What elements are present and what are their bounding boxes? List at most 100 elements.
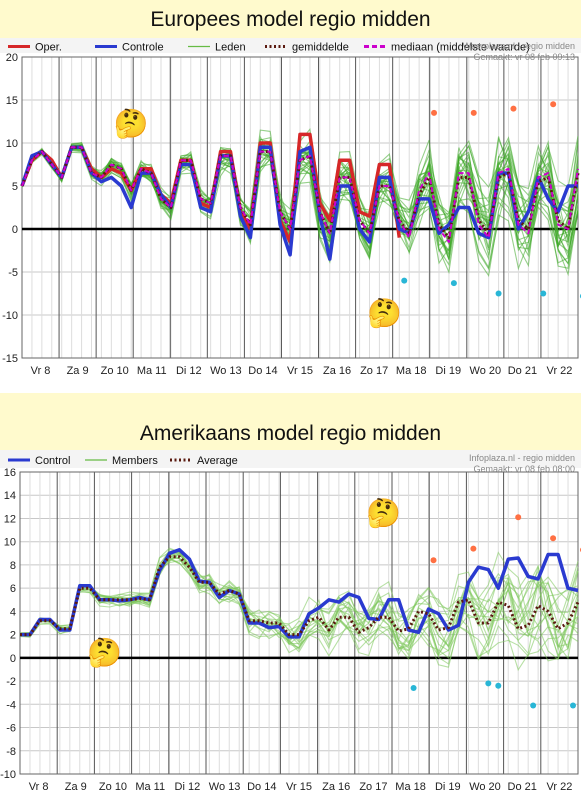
extreme-point (470, 109, 477, 116)
y-tick-label: -4 (6, 699, 16, 711)
x-tick-label: Di 12 (175, 781, 201, 793)
plot-frame (21, 56, 579, 359)
europe-chart: 20 15 10 5 0 -5 -10 -15 Vr 8 Za 9 Zo 10 Ma 11 Di 12 W… (0, 38, 581, 393)
member-line (19, 555, 579, 651)
y-tick-label: -8 (6, 746, 16, 758)
extreme-point (401, 277, 408, 284)
y-tick-label: -15 (2, 353, 18, 365)
extreme-point (510, 105, 517, 112)
extreme-point (570, 702, 577, 709)
series-line-average (20, 555, 580, 637)
extreme-point (430, 557, 437, 564)
x-tick-label: Vr 15 (286, 781, 312, 793)
legend-label: Leden (215, 42, 246, 54)
x-tick-label: Ma 18 (396, 365, 427, 377)
x-tick-label: Do 21 (508, 365, 537, 377)
extreme-point (540, 290, 547, 297)
x-tick-label: Vr 8 (29, 781, 49, 793)
x-tick-label: Vr 8 (31, 365, 51, 377)
x-tick-label: Do 14 (247, 781, 276, 793)
thinking-face-icon: 🤔 (367, 297, 402, 329)
y-tick-label: -5 (8, 267, 18, 279)
legend-label: gemiddelde (292, 42, 349, 54)
legend-label: Average (197, 455, 238, 467)
series-line-controle (20, 145, 578, 261)
chart-title-america: Amerikaans model regio midden (139, 422, 442, 445)
extreme-point (550, 101, 557, 108)
extreme-point (495, 290, 502, 297)
x-tick-label: Ma 11 (137, 365, 167, 377)
source-label: Infoplaza.nl - regio midden (469, 453, 575, 463)
extreme-point (410, 685, 417, 692)
y-tick-label: 14 (4, 490, 16, 502)
extreme-point (530, 702, 537, 709)
member-line (19, 551, 579, 672)
thinking-face-icon: 🤔 (87, 637, 122, 669)
made-label: Gemaakt: vr 08 feb 09:13 (473, 52, 575, 62)
member-line (19, 557, 579, 661)
made-label: Gemaakt: vr 08 feb 08:00 (473, 464, 575, 474)
legend-label: Control (35, 455, 70, 467)
source-label: Weerplaza.nl - regio midden (463, 41, 575, 51)
legend-bar (0, 38, 581, 53)
x-tick-label: Vr 22 (547, 365, 573, 377)
x-tick-label: Za 9 (65, 781, 87, 793)
legend-label: Controle (122, 42, 164, 54)
y-tick-label: 10 (4, 537, 16, 549)
legend-bar (0, 450, 581, 468)
y-tick-label: -10 (0, 769, 16, 781)
legend-label: Members (112, 455, 158, 467)
x-tick-label: Wo 20 (470, 365, 502, 377)
y-tick-label: 16 (4, 467, 16, 479)
x-tick-label: Ma 18 (395, 781, 426, 793)
x-tick-label: Zo 17 (360, 365, 388, 377)
y-tick-label: -2 (6, 676, 16, 688)
extreme-point (450, 280, 457, 287)
y-tick-label: 12 (4, 513, 16, 525)
member-line (19, 558, 579, 660)
x-tick-label: Di 19 (435, 781, 461, 793)
y-tick-label: 4 (10, 606, 16, 618)
x-tick-label: Vr 22 (546, 781, 572, 793)
legend-label: mediaan (middelste waarde) (391, 42, 530, 54)
extreme-point (470, 545, 477, 552)
thinking-face-icon: 🤔 (114, 108, 149, 140)
x-tick-label: Za 16 (322, 781, 350, 793)
chart-background (0, 450, 581, 800)
extreme-point (515, 514, 522, 521)
x-tick-label: Di 12 (176, 365, 202, 377)
extreme-point (495, 682, 502, 689)
y-tick-label: -6 (6, 723, 16, 735)
y-tick-label: -10 (2, 310, 18, 322)
x-tick-label: Wo 13 (210, 365, 242, 377)
x-tick-label: Zo 10 (99, 781, 127, 793)
y-tick-label: 6 (10, 583, 16, 595)
y-tick-label: 10 (6, 138, 18, 150)
extreme-point (431, 109, 438, 116)
extreme-point (550, 535, 557, 542)
y-tick-label: 5 (12, 181, 18, 193)
y-tick-label: 2 (10, 630, 16, 642)
y-tick-label: 8 (10, 560, 16, 572)
x-tick-label: Zo 17 (359, 781, 387, 793)
america-chart: 16 14 12 10 8 6 4 2 0 -2 -4 -6 -8 -10 Vr 8 Za 9 Zo 10 Ma … (0, 450, 581, 800)
y-tick-label: 0 (10, 653, 16, 665)
x-tick-label: Zo 10 (101, 365, 129, 377)
thinking-face-icon: 🤔 (366, 497, 401, 529)
x-tick-label: Ma 11 (135, 781, 165, 793)
x-tick-label: Wo 20 (469, 781, 501, 793)
series-line-mediaan (21, 146, 579, 243)
y-tick-label: 20 (6, 52, 18, 64)
legend-label: Oper. (35, 42, 62, 54)
y-tick-label: 15 (6, 95, 18, 107)
x-tick-label: Wo 13 (209, 781, 241, 793)
plot-frame (19, 471, 579, 775)
chart-title-europe: Europees model regio midden (150, 8, 431, 31)
x-tick-label: Vr 15 (287, 365, 313, 377)
x-tick-label: Di 19 (435, 365, 461, 377)
extreme-point (485, 680, 492, 687)
y-tick-label: 0 (12, 224, 18, 236)
x-tick-label: Do 21 (508, 781, 537, 793)
x-tick-label: Za 16 (323, 365, 351, 377)
x-tick-label: Za 9 (67, 365, 89, 377)
